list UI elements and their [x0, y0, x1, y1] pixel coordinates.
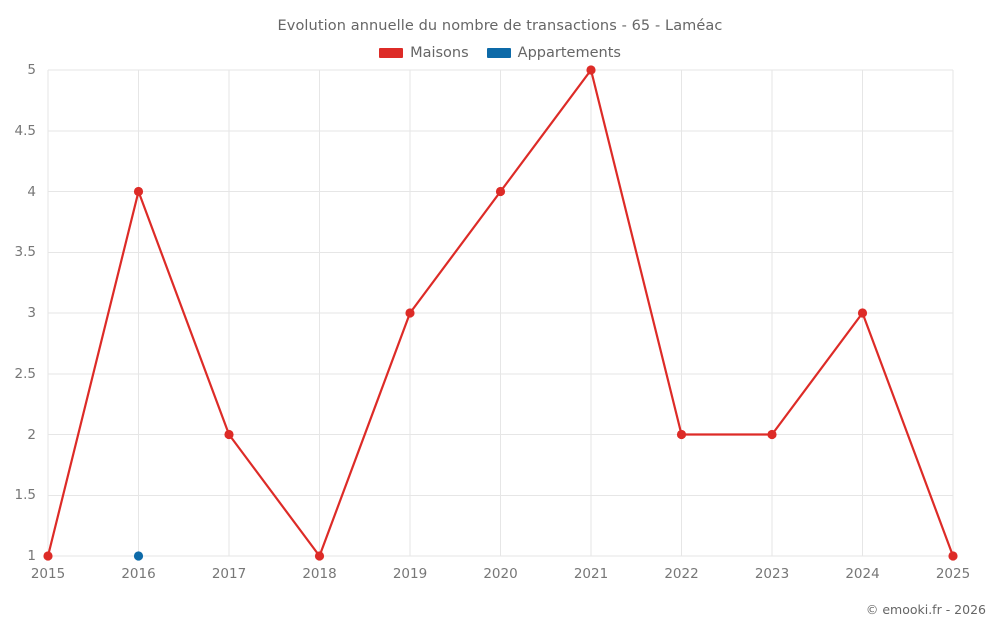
data-point[interactable] [676, 429, 687, 440]
series-maisons [43, 65, 958, 561]
y-axis-tick-label: 5 [27, 62, 36, 78]
y-axis-tick-label: 3.5 [14, 244, 36, 261]
y-axis-tick-label: 4.5 [14, 122, 36, 139]
y-axis-tick-label: 1 [27, 548, 36, 564]
chart-title: Evolution annuelle du nombre de transact… [277, 18, 723, 34]
x-axis-tick-label: 2017 [211, 566, 247, 582]
x-axis-tick-label: 2023 [754, 566, 790, 582]
data-point[interactable] [948, 551, 958, 561]
legend-swatch-maisons-icon [379, 48, 404, 58]
y-axis-tick-label: 4 [27, 183, 36, 200]
x-axis-tick-label: 2022 [664, 566, 699, 582]
y-axis-tick-label: 3 [27, 305, 36, 321]
legend-swatch-appartements-icon [486, 48, 511, 58]
x-axis-tick-label: 2015 [30, 566, 66, 582]
data-point[interactable] [495, 186, 506, 197]
data-point[interactable] [314, 551, 325, 561]
data-point[interactable] [133, 551, 144, 561]
data-point[interactable] [586, 65, 596, 75]
y-axis-tick-label: 2 [27, 426, 36, 443]
data-point[interactable] [43, 551, 53, 561]
legend-label-appartements: Appartements [517, 45, 621, 61]
legend-item-maisons[interactable]: Maisons [379, 45, 469, 61]
x-axis-tick-label: 2025 [935, 566, 971, 582]
x-axis-tick-label: 2021 [573, 566, 609, 582]
data-point[interactable] [405, 308, 415, 318]
data-point[interactable] [224, 429, 234, 440]
data-point[interactable] [133, 186, 144, 197]
x-axis-tick-label: 2018 [302, 566, 337, 582]
y-axis-tick-label: 2.5 [14, 365, 36, 382]
x-axis-tick-label: 2019 [392, 566, 428, 582]
y-axis-tick-label: 1.5 [14, 487, 36, 504]
chart-legend: Maisons Appartements [0, 45, 1000, 61]
x-axis-tick-label: 2020 [483, 566, 518, 582]
copyright-credit: © emooki.fr - 2026 [865, 602, 986, 617]
x-axis-tick-label: 2024 [845, 566, 880, 582]
legend-item-appartements[interactable]: Appartements [486, 45, 621, 61]
series-appartements [133, 551, 144, 561]
data-point[interactable] [857, 308, 868, 318]
x-axis-tick-label: 2016 [121, 566, 156, 582]
legend-label-maisons: Maisons [410, 45, 469, 61]
data-point[interactable] [767, 429, 777, 440]
